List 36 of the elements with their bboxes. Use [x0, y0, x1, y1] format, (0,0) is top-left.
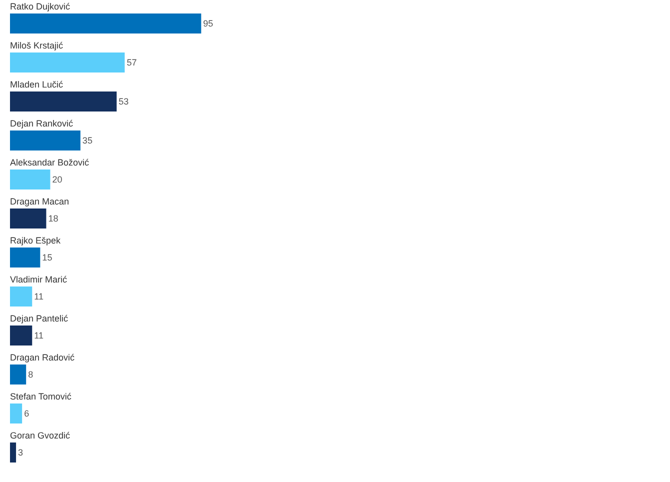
y-tick-label: Dejan Ranković [10, 118, 74, 128]
bar [10, 326, 32, 346]
data-label: 11 [34, 292, 44, 302]
data-label: 53 [118, 96, 129, 106]
data-label: 35 [82, 136, 92, 146]
data-label: 95 [203, 18, 214, 28]
data-label: 3 [18, 448, 24, 458]
bar [10, 52, 125, 72]
bar [10, 404, 22, 424]
bar [10, 286, 32, 306]
y-tick-label: Stefan Tomović [10, 392, 72, 402]
y-tick-label: Dragan Radović [10, 352, 76, 362]
data-label: 15 [42, 252, 52, 262]
bar [10, 92, 117, 112]
y-tick-label: Mladen Lučić [10, 80, 64, 90]
data-label: 18 [48, 214, 58, 224]
data-label: 20 [52, 174, 62, 184]
bar [10, 130, 80, 150]
y-tick-label: Miloš Krstajić [10, 40, 64, 50]
bar [10, 208, 46, 228]
y-tick-label: Ratko Dujković [10, 2, 71, 12]
y-tick-label: Vladimir Marić [10, 274, 68, 284]
y-tick-label: Rajko Ešpek [10, 236, 62, 246]
bar [10, 442, 16, 462]
y-tick-label: Dragan Macan [10, 196, 70, 206]
y-tick-label: Dejan Pantelić [10, 314, 69, 324]
bar [10, 248, 40, 268]
data-label: 11 [34, 330, 44, 340]
bar [10, 170, 50, 190]
bar [10, 14, 202, 34]
bar [10, 364, 26, 384]
data-label: 57 [126, 58, 137, 68]
data-label: 8 [28, 370, 34, 380]
y-tick-label: Goran Gvozdić [10, 430, 71, 440]
data-label: 6 [24, 408, 30, 418]
y-tick-label: Aleksandar Božović [10, 158, 90, 168]
